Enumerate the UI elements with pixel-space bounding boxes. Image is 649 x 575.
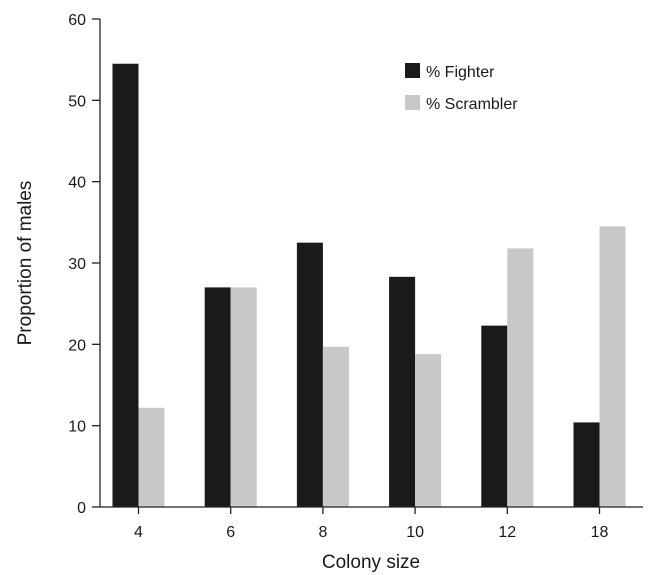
scrambler-bar [322,346,349,507]
legend: % Fighter % Scrambler [405,63,518,113]
x-axis-title: Colony size [322,552,420,573]
legend-swatch [405,95,420,110]
y-axis-ticks: 0 10 20 30 40 50 60 [68,12,100,517]
x-tick-label: 8 [318,524,327,541]
y-tick-label: 10 [68,419,86,436]
legend-swatch [405,63,420,78]
scrambler-bar [415,354,442,507]
legend-label: % Fighter [426,64,495,81]
y-tick-label: 0 [77,500,86,517]
y-tick-label: 60 [68,12,86,29]
x-tick-label: 10 [406,524,424,541]
x-tick-label: 18 [591,524,609,541]
fighter-bar [112,63,139,507]
fighter-bar [573,422,600,507]
y-axis-title: Proportion of males [15,181,36,346]
y-tick-label: 30 [68,256,86,273]
x-axis-ticks: 4 6 8 10 12 18 [134,507,609,541]
x-tick-label: 6 [226,524,235,541]
bars [112,63,626,508]
x-tick-label: 12 [498,524,516,541]
fighter-bar [296,242,323,507]
scrambler-bar [599,226,626,507]
fighter-bar [204,287,231,507]
scrambler-bar [507,248,534,508]
fighter-bar [389,276,416,507]
x-tick-label: 4 [134,524,143,541]
scrambler-bar [230,287,257,507]
y-tick-label: 40 [68,175,86,192]
y-tick-label: 50 [68,93,86,110]
fighter-bar [481,325,508,507]
legend-label: % Scrambler [426,96,518,113]
y-tick-label: 20 [68,337,86,354]
scrambler-bar [138,407,165,507]
